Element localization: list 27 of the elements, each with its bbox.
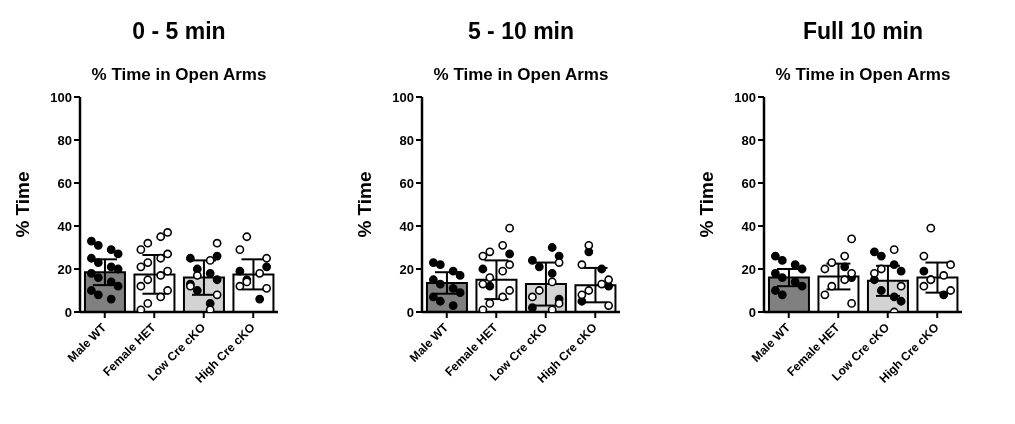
y-axis-title: % Time xyxy=(695,171,717,238)
y-tick-label: 20 xyxy=(399,261,414,277)
y-tick-label: 0 xyxy=(64,304,72,320)
chart-title: Full 10 min xyxy=(801,18,925,45)
chart-title: 0 - 5 min xyxy=(131,18,227,45)
chart-subtitle: % Time in Open Arms xyxy=(774,65,952,85)
y-tick-label: 20 xyxy=(741,261,756,277)
y-tick-label: 100 xyxy=(50,89,72,105)
y-axis-title: % Time xyxy=(353,171,375,238)
y-tick-label: 60 xyxy=(57,175,72,191)
chart-subtitle: % Time in Open Arms xyxy=(432,65,610,85)
y-tick-label: 80 xyxy=(57,132,72,148)
y-axis-title: % Time xyxy=(11,171,33,238)
y-tick-label: 100 xyxy=(734,89,756,105)
y-tick-label: 80 xyxy=(399,132,414,148)
y-tick-label: 0 xyxy=(748,304,756,320)
chart-title: 5 - 10 min xyxy=(466,18,576,45)
chart-subtitle: % Time in Open Arms xyxy=(90,65,268,85)
y-tick-label: 60 xyxy=(741,175,756,191)
y-tick-label: 40 xyxy=(57,218,72,234)
y-tick-label: 100 xyxy=(392,89,414,105)
y-tick-label: 40 xyxy=(741,218,756,234)
y-tick-label: 0 xyxy=(406,304,414,320)
y-tick-label: 80 xyxy=(741,132,756,148)
y-tick-label: 60 xyxy=(399,175,414,191)
y-tick-label: 20 xyxy=(57,261,72,277)
y-tick-label: 40 xyxy=(399,218,414,234)
